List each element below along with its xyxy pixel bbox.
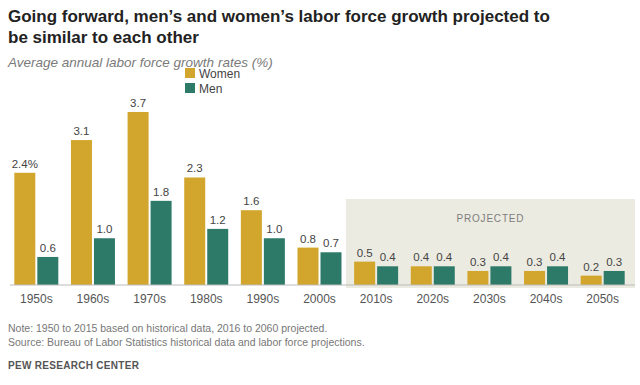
bar	[411, 266, 432, 285]
source: Source: Bureau of Labor Statistics histo…	[8, 336, 365, 348]
category-label: 2000s	[303, 292, 336, 306]
category-label: 2050s	[586, 292, 619, 306]
category-label: 1980s	[190, 292, 223, 306]
bar	[377, 266, 398, 285]
data-label: 0.3	[527, 256, 543, 268]
bar	[321, 252, 342, 285]
category-label: 2010s	[360, 292, 393, 306]
bar	[547, 266, 568, 285]
data-label: 0.4	[493, 251, 510, 263]
bar	[604, 271, 625, 285]
category-label: 1960s	[77, 292, 110, 306]
data-label: 2.3	[187, 162, 203, 174]
category-label: 2020s	[416, 292, 449, 306]
data-label: 0.7	[323, 237, 339, 249]
bar	[298, 248, 319, 285]
data-label: 0.4	[413, 251, 430, 263]
bar	[151, 201, 172, 285]
bar	[207, 229, 228, 285]
data-label: 3.1	[73, 125, 89, 137]
bar	[128, 112, 149, 285]
bar	[37, 257, 58, 285]
category-label: 1950s	[20, 292, 53, 306]
data-label: 0.3	[606, 256, 622, 268]
note: Note: 1950 to 2015 based on historical d…	[8, 322, 327, 334]
bars	[14, 112, 624, 285]
category-label: 1970s	[133, 292, 166, 306]
category-label: 2030s	[473, 292, 506, 306]
data-label: 1.2	[210, 214, 226, 226]
bar	[490, 266, 511, 285]
data-label: 1.8	[153, 186, 169, 198]
projected-label: PROJECTED	[457, 213, 525, 224]
category-label: 2040s	[530, 292, 563, 306]
legend-swatch	[185, 83, 195, 93]
bar	[434, 266, 455, 285]
data-label: 1.0	[96, 223, 112, 235]
data-label: 0.3	[470, 256, 486, 268]
bar	[264, 238, 285, 285]
bar	[524, 271, 545, 285]
bar	[581, 276, 602, 285]
data-label: 0.6	[40, 242, 56, 254]
bar	[467, 271, 488, 285]
chart-root: PROJECTED 2.4% 0.6 3.1 1.0 3.7 1.8 2.3 1.2 1.6 1.0…	[0, 0, 640, 385]
category-label: 1990s	[247, 292, 280, 306]
data-label: 0.2	[583, 261, 599, 273]
subtitle: Average annual labor force growth rates …	[8, 55, 273, 70]
data-label: 1.6	[243, 195, 259, 207]
bar	[241, 210, 262, 285]
bar	[354, 262, 375, 285]
data-label: 0.8	[300, 233, 316, 245]
bar	[14, 173, 35, 285]
data-label: 0.4	[436, 251, 453, 263]
title: Going forward, men’s and women’s labor f…	[8, 6, 568, 48]
data-label: 1.0	[266, 223, 282, 235]
data-label: 0.4	[550, 251, 567, 263]
bar	[71, 140, 92, 285]
legend-label: Men	[199, 82, 222, 96]
bar	[184, 177, 205, 285]
projected-region	[346, 199, 635, 288]
baseline	[10, 285, 635, 286]
data-label: 0.5	[357, 247, 373, 259]
bar	[94, 238, 115, 285]
data-label: 0.4	[380, 251, 397, 263]
credit: PEW RESEARCH CENTER	[8, 360, 139, 371]
data-label: 2.4%	[12, 158, 38, 170]
data-label: 3.7	[130, 97, 146, 109]
data-labels: 2.4% 0.6 3.1 1.0 3.7 1.8 2.3 1.2 1.6 1.0 0.8 0.7 0.5…	[12, 97, 622, 273]
